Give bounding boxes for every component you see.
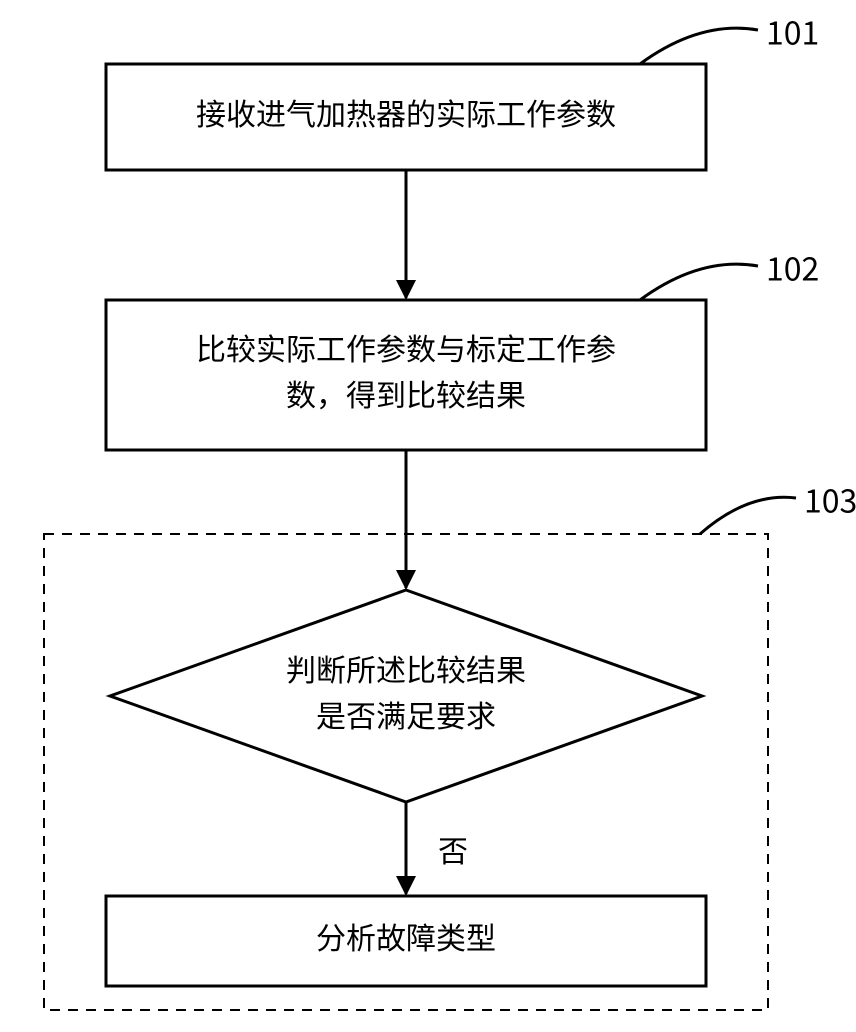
step-102-text-line: 数，得到比较结果 <box>286 371 526 415</box>
arrow-102-to-103-head <box>396 570 416 590</box>
decision-text-line: 是否满足要求 <box>316 692 496 736</box>
arrow-101-to-102-head <box>396 280 416 300</box>
step-101-text-line: 接收进气加热器的实际工作参数 <box>196 90 616 134</box>
callout-101-curve <box>640 28 758 64</box>
arrow-decision-no-head <box>396 876 416 896</box>
callout-103-label: 103 <box>804 477 856 523</box>
callout-102-curve <box>640 264 758 300</box>
step-analyze-text-line: 分析故障类型 <box>316 914 496 958</box>
step-102-text-line: 比较实际工作参数与标定工作参 <box>196 325 616 369</box>
callout-101-label: 101 <box>766 9 819 55</box>
step-analyze-text: 分析故障类型 <box>316 914 496 958</box>
callout-103-curve <box>700 497 796 534</box>
decision-text-line: 判断所述比较结果 <box>286 646 526 690</box>
step-101-text: 接收进气加热器的实际工作参数 <box>196 90 616 134</box>
edge-label-no: 否 <box>438 827 468 871</box>
callout-102-label: 102 <box>766 245 819 291</box>
